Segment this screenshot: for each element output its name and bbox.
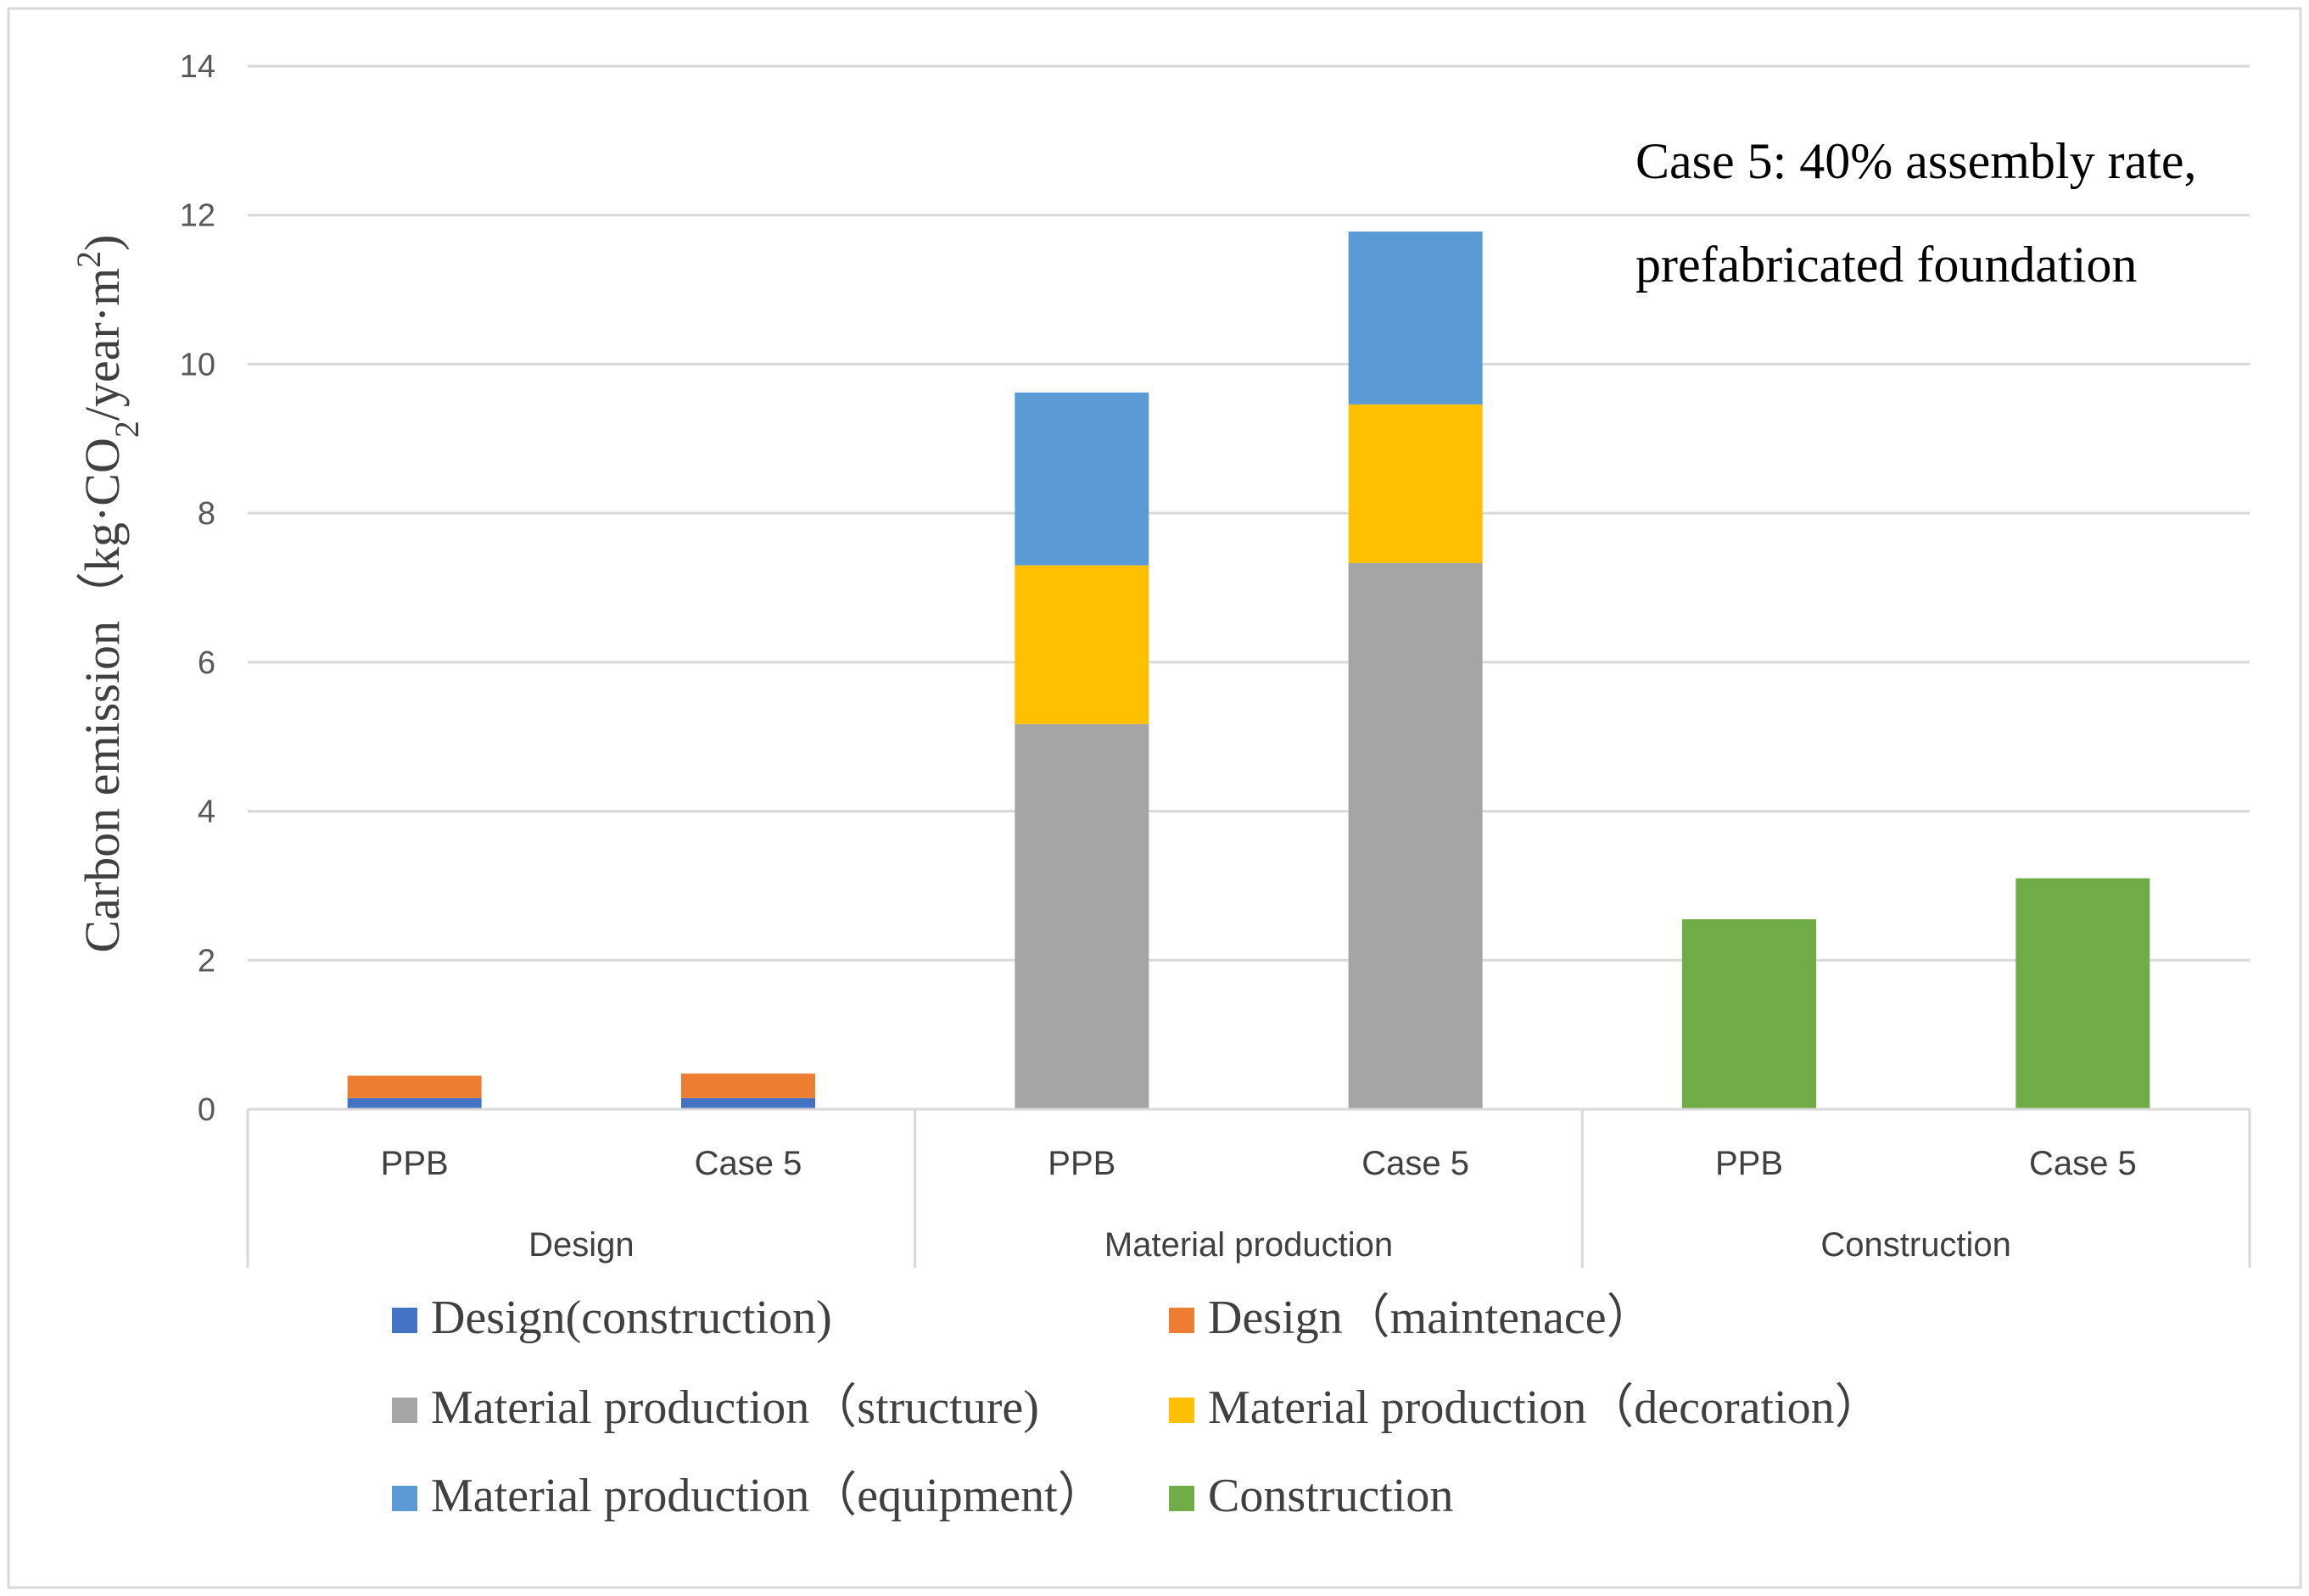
group-label: Material production bbox=[1104, 1226, 1393, 1264]
y-tick-label: 14 bbox=[180, 49, 215, 85]
x-tick-label: PPB bbox=[381, 1145, 449, 1182]
annotation-line-1: Case 5: 40% assembly rate, bbox=[1635, 133, 2197, 189]
bar-segment bbox=[1348, 404, 1483, 564]
group-label: Construction bbox=[1820, 1226, 2011, 1264]
legend-swatch bbox=[392, 1486, 417, 1511]
legend-label: Design(construction) bbox=[431, 1292, 832, 1344]
bar-segment bbox=[347, 1075, 482, 1098]
legend-label: Material production（structure) bbox=[431, 1381, 1039, 1434]
chart-border bbox=[7, 7, 2302, 1589]
bar-segment bbox=[347, 1097, 482, 1109]
bar-segment bbox=[2015, 878, 2150, 1109]
y-axis-label-part-3: ) bbox=[75, 234, 130, 250]
group-label: Design bbox=[528, 1226, 635, 1264]
bar-segment bbox=[1348, 232, 1483, 405]
legend-label: Construction bbox=[1208, 1470, 1453, 1522]
y-tick-label: 12 bbox=[180, 198, 215, 234]
x-axis: PPB Case 5 PPB Case 5 PPB Case 5 Design Materia… bbox=[246, 1108, 2251, 1268]
bar-segment bbox=[681, 1097, 815, 1109]
legend-swatch bbox=[392, 1308, 417, 1333]
bar-segment bbox=[1682, 918, 1816, 1109]
bar-segment bbox=[681, 1073, 815, 1098]
legend-swatch bbox=[1169, 1398, 1194, 1423]
bar-segment bbox=[1015, 723, 1149, 1109]
legend-label: Material production（equipment） bbox=[431, 1470, 1105, 1522]
y-axis-label-part-2: /year·m bbox=[75, 268, 130, 421]
y-axis-label: Carbon emission（kg·CO2/year·m2) bbox=[70, 234, 146, 952]
y-axis-label-part-1: Carbon emission（kg·CO bbox=[75, 438, 130, 952]
legend-swatch bbox=[1169, 1486, 1194, 1511]
legend-swatch bbox=[392, 1398, 417, 1423]
y-tick-label: 8 bbox=[198, 496, 215, 532]
annotation-line-2: prefabricated foundation bbox=[1635, 237, 2137, 293]
bar-segment bbox=[1015, 565, 1149, 724]
x-tick-label: PPB bbox=[1048, 1145, 1115, 1182]
y-axis-label-superscript: 2 bbox=[70, 251, 108, 268]
legend-swatch bbox=[1169, 1308, 1194, 1333]
bars bbox=[347, 232, 2150, 1109]
y-tick-label: 0 bbox=[198, 1092, 215, 1128]
x-tick-label: PPB bbox=[1715, 1145, 1783, 1182]
legend: Design(construction) Design（maintenace） Ma… bbox=[392, 1292, 1882, 1522]
x-tick-label: Case 5 bbox=[695, 1145, 802, 1182]
y-tick-labels: 0 2 4 6 8 10 12 14 bbox=[180, 49, 215, 1128]
x-tick-label: Case 5 bbox=[1361, 1145, 1469, 1182]
y-tick-label: 4 bbox=[198, 795, 215, 830]
y-tick-label: 6 bbox=[198, 645, 215, 681]
y-tick-label: 2 bbox=[198, 943, 215, 979]
legend-label: Design（maintenace） bbox=[1208, 1292, 1654, 1344]
x-tick-label: Case 5 bbox=[2029, 1145, 2137, 1182]
bar-segment bbox=[1348, 563, 1483, 1109]
legend-label: Material production（decoration） bbox=[1208, 1381, 1882, 1434]
bar-segment bbox=[1015, 392, 1149, 566]
y-axis-label-subscript: 2 bbox=[108, 421, 146, 438]
y-tick-label: 10 bbox=[180, 347, 215, 382]
